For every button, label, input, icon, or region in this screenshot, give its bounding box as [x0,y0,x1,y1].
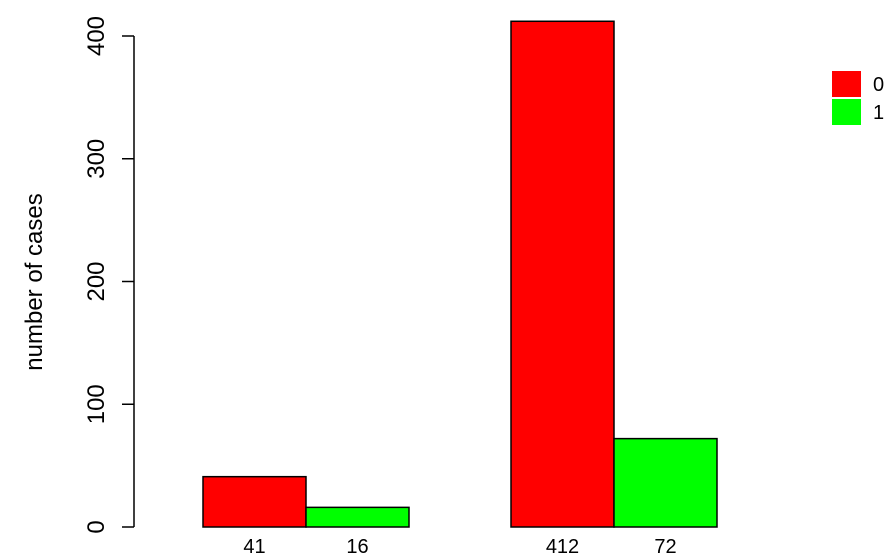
legend: 01 [832,71,884,125]
y-axis: 0 100 200 300 400 [83,16,135,534]
bar-value-label: 72 [654,536,676,558]
legend-swatch [832,99,861,125]
bars [202,20,718,528]
legend-label: 0 [873,74,884,96]
legend-swatch [832,71,861,97]
bar-value-label: 16 [346,536,368,558]
bar-value-label: 41 [243,536,265,558]
y-tick-label: 100 [83,384,110,424]
y-tick-label: 400 [83,16,110,56]
bar [613,437,718,528]
bar-labels: 41 16 412 72 [243,536,676,558]
y-axis-label: number of cases [21,193,48,370]
y-tick-label: 300 [83,139,110,179]
y-tick-label: 200 [83,261,110,301]
bar-value-label: 412 [546,536,579,558]
y-tick-label: 0 [83,520,110,533]
legend-label: 1 [873,102,884,124]
bar [305,506,410,528]
bar [202,475,307,528]
bar [510,20,615,528]
